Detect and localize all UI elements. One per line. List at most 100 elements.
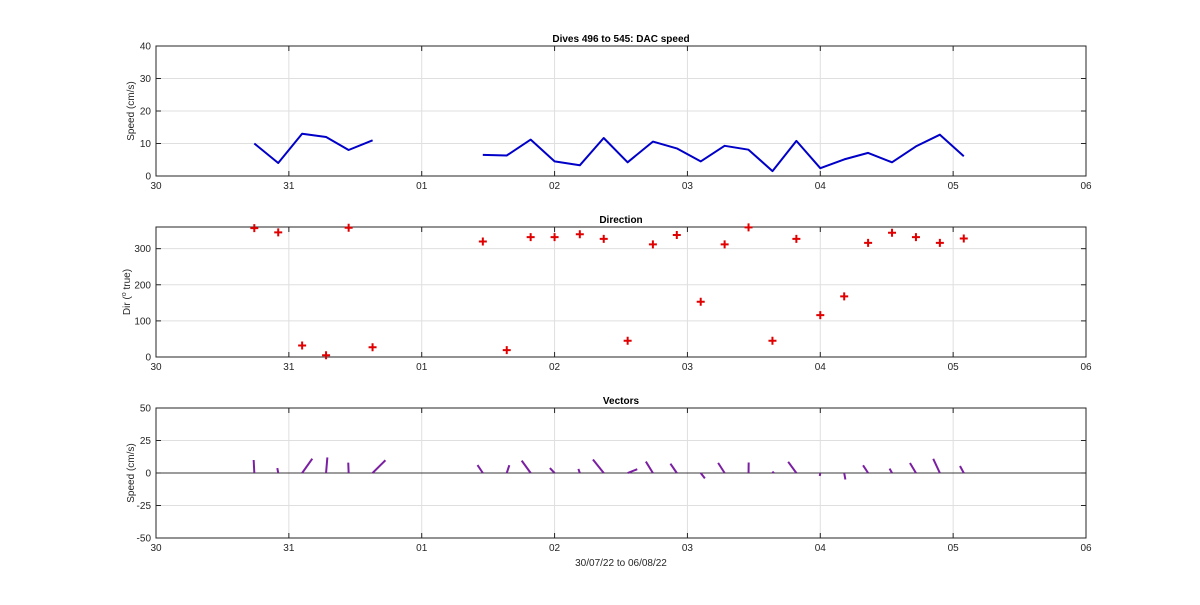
chart-panel-3: 30 31 01 02 03 04 05 06 -50 -25 0 25 50 Vectors Speed … [126,396,1092,569]
x-axis-label: 30/07/22 to 06/08/22 [575,558,667,569]
vector-stick [252,459,256,474]
chart-title: Dives 496 to 545: DAC speed [552,34,689,45]
vector-stick [645,461,654,474]
x-tick-label: 02 [549,362,561,373]
vector-stick [787,461,798,474]
y-tick-label: 40 [140,42,152,53]
y-axis-label-part: true) [122,269,133,292]
direction-marker [648,240,657,249]
direction-marker [696,297,705,306]
vector-stick [476,464,484,474]
direction-marker [935,238,944,247]
x-tick-label: 06 [1080,362,1092,373]
y-tick-label: 300 [134,244,151,255]
direction-marker [274,228,283,237]
y-tick-label: 0 [145,469,151,480]
x-tick-label: 01 [416,181,428,192]
y-axis-label-part: o [121,292,128,296]
direction-marker [768,336,777,345]
x-tick-label: 05 [948,362,960,373]
axes-frame [155,226,1087,358]
direction-marker [502,346,511,355]
direction-marker [672,230,681,239]
x-tick-label: 05 [948,543,960,554]
direction-marker [526,233,535,242]
chart-title: Direction [599,215,642,226]
vector-stick [592,458,605,474]
direction-marker [911,233,920,242]
y-tick-label: 30 [140,74,152,85]
y-tick-label: 50 [140,404,152,415]
vector-stick [888,468,893,474]
y-tick-label: 25 [140,436,152,447]
y-tick-label: -50 [137,534,152,545]
vector-stick [669,463,678,474]
vector-stick [959,465,965,474]
vector-stick [549,467,556,474]
direction-marker [744,223,753,232]
x-tick-label: 06 [1080,543,1092,554]
x-tick-label: 05 [948,181,960,192]
direction-marker [298,341,307,350]
direction-marker [888,228,897,237]
direction-marker [344,223,353,232]
direction-marker [959,234,968,243]
x-tick-label: 03 [682,181,694,192]
x-tick-label: 06 [1080,181,1092,192]
direction-marker [864,238,873,247]
y-tick-label: 0 [145,353,151,364]
x-tick-label: 31 [283,181,295,192]
x-tick-label: 30 [150,362,162,373]
x-tick-label: 31 [283,362,295,373]
chart-panel-1: 30 31 01 02 03 04 05 06 0 10 20 30 40 Dives 496 to 54… [126,34,1092,192]
direction-marker [550,233,559,242]
y-tick-label: 10 [140,139,152,150]
direction-marker [322,351,331,360]
direction-marker [368,343,377,352]
x-tick-label: 02 [549,181,561,192]
x-tick-label: 30 [150,543,162,554]
vector-stick [909,462,917,474]
direction-marker [720,240,729,249]
vector-stick [843,472,847,480]
vector-stick [276,467,280,474]
direction-marker [599,234,608,243]
vector-stick [577,468,581,474]
x-tick-label: 03 [682,543,694,554]
y-tick-label: 20 [140,107,152,118]
direction-marker [575,230,584,239]
y-axis-label: Speed (cm/s) [126,81,137,140]
vector-stick [932,458,941,474]
vector-stick [371,459,387,474]
y-tick-label: 200 [134,280,151,291]
chart-panel-2: 30 31 01 02 03 04 05 06 0 100 200 300 Direction Dir (… [121,215,1092,373]
y-axis-label: Dir (o true) [121,269,133,315]
y-tick-label: 100 [134,316,151,327]
x-tick-label: 04 [815,181,827,192]
direction-marker [478,237,487,246]
vector-stick [699,472,706,479]
vector-stick [717,462,726,474]
direction-marker [792,234,801,243]
y-axis-label-part: Dir ( [122,296,133,316]
vector-stick [301,458,314,474]
direction-marker [623,336,632,345]
x-tick-label: 01 [416,362,428,373]
y-axis-label: Speed (cm/s) [126,443,137,502]
direction-marker [816,311,825,320]
vector-stick [505,464,511,474]
direction-marker [840,292,849,301]
vector-stick [862,464,869,474]
x-tick-label: 04 [815,362,827,373]
vector-stick [818,472,822,477]
direction-marker [250,224,259,233]
vector-stick [325,457,329,474]
speed-line [253,132,373,164]
x-tick-label: 31 [283,543,295,554]
x-tick-label: 02 [549,543,561,554]
x-tick-label: 03 [682,362,694,373]
y-tick-label: -25 [137,501,152,512]
chart-title: Vectors [603,396,640,407]
y-tick-label: 0 [145,172,151,183]
